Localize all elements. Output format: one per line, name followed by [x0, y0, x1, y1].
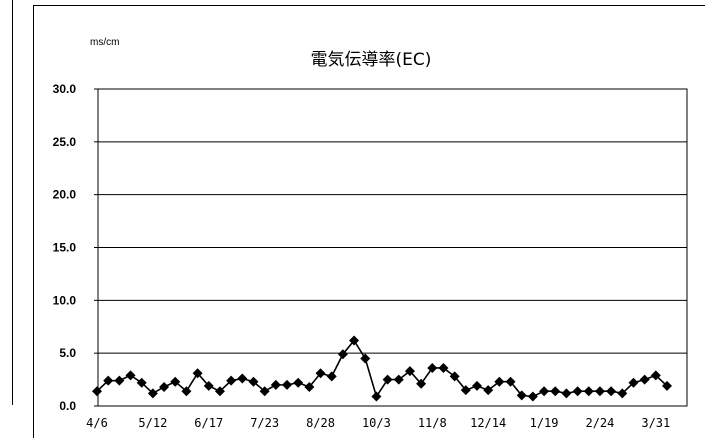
data-point: [326, 371, 337, 382]
y-tick-label: 0.0: [59, 399, 76, 413]
data-point: [159, 381, 170, 392]
data-point: [214, 386, 225, 397]
data-point: [136, 377, 147, 388]
data-point: [237, 373, 248, 384]
data-point: [561, 388, 572, 399]
data-point: [360, 353, 371, 364]
data-point: [449, 371, 460, 382]
y-tick-label: 20.0: [53, 188, 77, 202]
y-tick-label: 5.0: [59, 346, 76, 360]
x-tick-label: 11/8: [418, 416, 447, 430]
x-tick-label: 8/28: [306, 416, 335, 430]
x-tick-label: 10/3: [362, 416, 391, 430]
x-tick-label: 7/23: [250, 416, 279, 430]
data-point: [170, 376, 181, 387]
y-tick-label: 25.0: [53, 135, 77, 149]
chart-title: 電気伝導率(EC): [0, 45, 706, 70]
y-tick-label: 10.0: [53, 293, 77, 307]
data-point: [337, 349, 348, 360]
data-point: [404, 366, 415, 377]
series-line: [96, 339, 668, 399]
data-point: [438, 362, 449, 373]
data-point: [617, 388, 628, 399]
data-point: [304, 381, 315, 392]
data-point: [527, 391, 538, 402]
data-point: [472, 380, 482, 391]
x-tick-label: 1/19: [530, 416, 559, 430]
y-tick-label: 15.0: [53, 241, 77, 255]
data-point: [270, 379, 281, 390]
data-point: [550, 386, 561, 397]
data-point: [572, 386, 583, 397]
data-point: [103, 375, 114, 386]
x-tick-label: 2/24: [585, 416, 614, 430]
data-point: [416, 378, 427, 389]
data-point: [628, 377, 639, 388]
data-point: [147, 388, 158, 399]
data-point: [393, 374, 404, 385]
x-tick-label: 12/14: [470, 416, 506, 430]
data-point: [539, 386, 550, 397]
left-panel-edge: [12, 0, 13, 405]
y-tick-label: 30.0: [53, 82, 77, 96]
data-point: [594, 386, 605, 397]
data-point: [293, 377, 304, 388]
x-tick-label: 3/31: [641, 416, 670, 430]
data-point: [505, 376, 516, 387]
data-point: [349, 335, 360, 346]
chart-title-text: 電気伝導率(EC): [310, 50, 432, 70]
data-point: [494, 376, 505, 387]
x-tick-label: 6/17: [194, 416, 223, 430]
data-point: [192, 368, 203, 379]
data-point: [583, 386, 594, 397]
data-point: [460, 385, 471, 396]
data-point: [125, 370, 136, 381]
data-point: [248, 376, 259, 387]
x-tick-label: 4/6: [86, 416, 108, 430]
x-tick-label: 5/12: [138, 416, 167, 430]
data-point: [114, 375, 125, 386]
data-point: [650, 370, 661, 381]
data-point: [483, 385, 494, 396]
data-point: [282, 379, 292, 390]
data-point: [382, 374, 393, 385]
data-point: [226, 375, 237, 386]
data-point: [516, 390, 527, 401]
data-point: [662, 380, 672, 391]
chart-frame: [33, 5, 705, 438]
data-point: [639, 374, 650, 385]
data-point: [606, 386, 617, 397]
data-point: [427, 362, 438, 373]
data-point: [315, 368, 326, 379]
unit-label: ms/cm: [90, 37, 120, 48]
data-point: [181, 386, 192, 397]
data-point: [259, 386, 270, 397]
data-point: [203, 380, 214, 391]
data-point: [92, 386, 102, 397]
data-point: [371, 391, 382, 402]
